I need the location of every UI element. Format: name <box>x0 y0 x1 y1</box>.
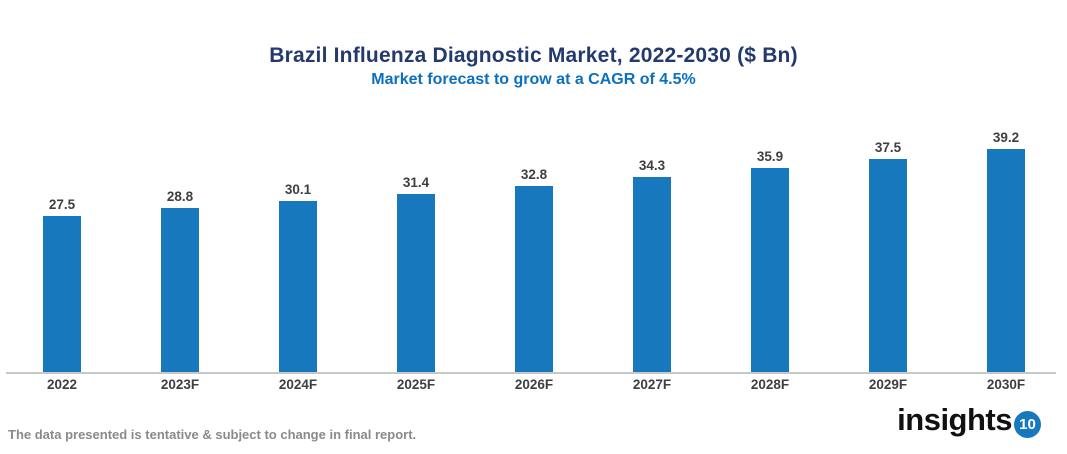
bar-category-label: 2027F <box>632 377 672 392</box>
bar-group-2027F: 34.3 2027F <box>593 0 711 392</box>
chart-title: Brazil Influenza Diagnostic Market, 2022… <box>269 44 798 67</box>
bar-category-label: 2026F <box>514 377 554 392</box>
bar-value-label: 30.1 <box>284 182 312 197</box>
x-axis-line <box>6 372 1056 374</box>
bar-group-2023F: 28.8 2023F <box>121 0 239 392</box>
bar <box>633 177 671 373</box>
bar-category-label: 2022 <box>46 377 78 392</box>
bar-group-2028F: 35.9 2028F <box>711 0 829 392</box>
bar-value-label: 27.5 <box>48 197 76 212</box>
insights10-logo: insights 10 <box>897 402 1041 438</box>
disclaimer-text: The data presented is tentative & subjec… <box>8 427 417 442</box>
bar-category-label: 2029F <box>868 377 908 392</box>
logo-wordmark: insights <box>897 402 1012 437</box>
bar <box>279 201 317 373</box>
bar <box>397 194 435 373</box>
bar-value-label: 28.8 <box>166 189 194 204</box>
bar-group-2026F: 32.8 2026F <box>475 0 593 392</box>
bar <box>515 186 553 373</box>
bar-chart: 27.5 2022 28.8 2023F 30.1 2024F 31.4 2025F 32.8 2… <box>3 0 1065 392</box>
chart-subtitle: Market forecast to grow at a CAGR of 4.5… <box>371 71 696 88</box>
bar <box>987 149 1025 373</box>
bar-value-label: 34.3 <box>638 158 666 173</box>
bar-category-label: 2030F <box>986 377 1026 392</box>
bar-value-label: 39.2 <box>992 130 1020 145</box>
bar-group-2029F: 37.5 2029F <box>829 0 947 392</box>
bar-group-2022: 27.5 2022 <box>3 0 121 392</box>
bar <box>43 216 81 373</box>
bar <box>161 208 199 373</box>
logo-badge-icon: 10 <box>1014 411 1041 438</box>
bar-value-label: 37.5 <box>874 140 902 155</box>
bar-group-2025F: 31.4 2025F <box>357 0 475 392</box>
bar-category-label: 2024F <box>278 377 318 392</box>
bar-category-label: 2023F <box>160 377 200 392</box>
bar-category-label: 2025F <box>396 377 436 392</box>
bar <box>869 159 907 373</box>
bar-value-label: 31.4 <box>402 175 430 190</box>
bar-value-label: 35.9 <box>756 149 784 164</box>
bar-category-label: 2028F <box>750 377 790 392</box>
bar-group-2024F: 30.1 2024F <box>239 0 357 392</box>
bar-group-2030F: 39.2 2030F <box>947 0 1065 392</box>
bar-value-label: 32.8 <box>520 167 548 182</box>
bar <box>751 168 789 373</box>
